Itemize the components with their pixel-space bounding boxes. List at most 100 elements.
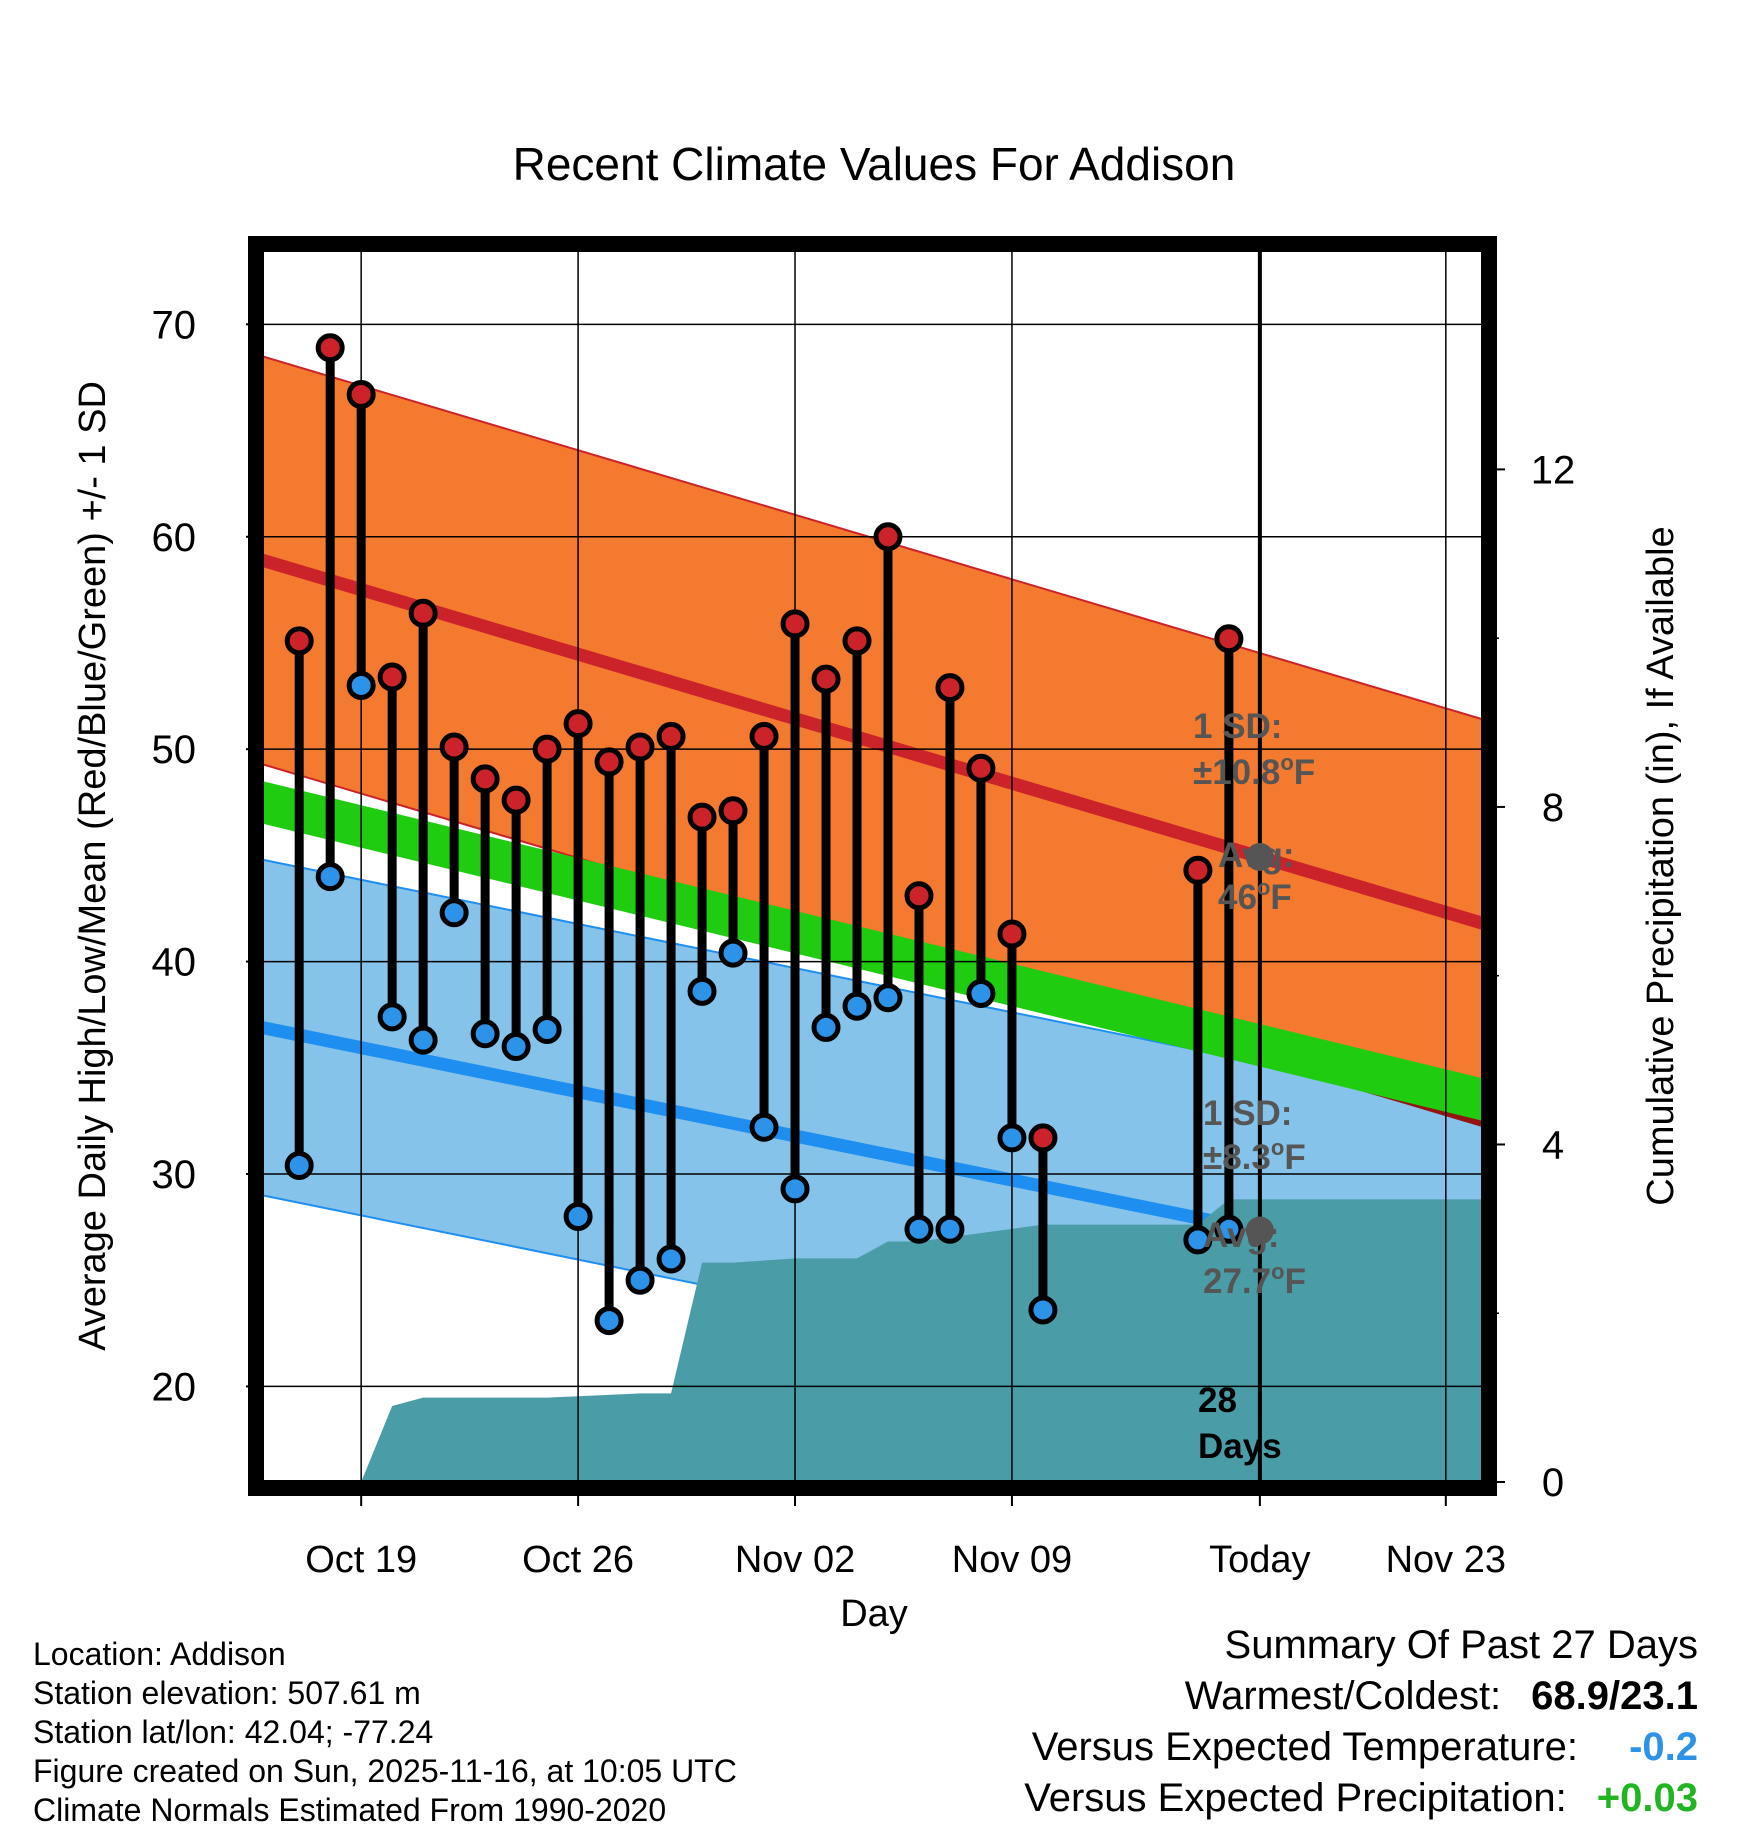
high-sd-value: ±10.8oF: [1193, 750, 1315, 792]
daily-high-point: [1183, 855, 1213, 885]
y2-tick-label: 0: [1542, 1461, 1564, 1505]
summary-precip-row: Versus Expected Precipitation: +0.03: [1024, 1773, 1698, 1824]
daily-high-point: [315, 333, 345, 363]
y2-tick-label: 12: [1531, 448, 1576, 492]
daily-low-point: [625, 1265, 655, 1295]
temp-value: -0.2: [1629, 1725, 1698, 1769]
axes: 20 30 40 50 60 70 0 4 8 12 Oct 19 Oct 26 Nov 02 Nov 0…: [152, 303, 1576, 1581]
daily-points: [284, 333, 1244, 1336]
daily-low-point: [563, 1201, 593, 1231]
precip-value: +0.03: [1596, 1776, 1698, 1820]
daily-high-point: [439, 732, 469, 762]
x-tick-label: Nov 09: [952, 1539, 1072, 1581]
daily-low-point: [656, 1244, 686, 1274]
y-axis-label: Average Daily High/Low/Mean (Red/Blue/Gr…: [72, 381, 114, 1351]
y-tick-label: 70: [152, 303, 197, 347]
x-tick-label: Today: [1209, 1539, 1310, 1581]
daily-high-point: [842, 626, 872, 656]
daily-high-point: [1028, 1123, 1058, 1153]
daily-high-point: [594, 747, 624, 777]
daily-high-point: [904, 881, 934, 911]
created-text: Figure created on Sun, 2025-11-16, at 10…: [33, 1753, 737, 1789]
daily-high-point: [377, 662, 407, 692]
low-sd-number: 8.3: [1222, 1138, 1271, 1177]
daily-high-point: [284, 626, 314, 656]
daily-low-point: [1183, 1225, 1213, 1255]
annotations: 1 SD: ±10.8oF Avg: 46oF 1 SD: ±8.3oF Avg…: [1193, 707, 1315, 1466]
high-avg-label: Avg:: [1218, 836, 1294, 875]
cumulative-precip-area: [262, 1199, 1483, 1482]
y2-axis-label: Cumulative Precipitation (in), If Availa…: [1640, 526, 1682, 1205]
elevation-text: Station elevation: 507.61 m: [33, 1675, 421, 1711]
warm-cold-label: Warmest/Coldest:: [1184, 1674, 1502, 1718]
daily-high-point: [563, 709, 593, 739]
daily-high-point: [470, 764, 500, 794]
days-count: 28: [1198, 1381, 1237, 1420]
daily-high-point: [966, 753, 996, 783]
daily-low-point: [501, 1032, 531, 1062]
daily-low-point: [966, 978, 996, 1008]
high-avg-number: 46: [1218, 878, 1257, 917]
temp-label: Versus Expected Temperature:: [1031, 1725, 1578, 1769]
x-tick-label: Nov 23: [1386, 1539, 1506, 1581]
y2-tick-label: 4: [1542, 1123, 1564, 1167]
daily-high-point: [811, 664, 841, 694]
chart-title: Recent Climate Values For Addison: [513, 138, 1236, 190]
daily-low-point: [532, 1015, 562, 1045]
days-word: Days: [1198, 1427, 1282, 1466]
daily-low-point: [780, 1174, 810, 1204]
daily-high-point: [935, 673, 965, 703]
daily-low-point: [315, 862, 345, 892]
daily-low-point: [439, 898, 469, 928]
daily-low-point: [1214, 1214, 1244, 1244]
daily-high-point: [997, 919, 1027, 949]
daily-high-point: [687, 802, 717, 832]
daily-high-point: [501, 785, 531, 815]
x-tick-label: Oct 26: [522, 1539, 634, 1581]
y-tick-label: 60: [152, 516, 197, 560]
daily-low-point: [377, 1002, 407, 1032]
low-sd-value: ±8.3oF: [1203, 1135, 1306, 1177]
x-tick-label: Nov 02: [735, 1539, 855, 1581]
high-sd-label: 1 SD:: [1193, 707, 1282, 746]
low-avg-value: 27.7oF: [1203, 1259, 1306, 1301]
high-avg-value: 46oF: [1218, 875, 1292, 917]
daily-low-point: [873, 983, 903, 1013]
low-sd-label: 1 SD:: [1203, 1094, 1292, 1133]
daily-low-point: [904, 1214, 934, 1244]
summary-panel: Summary Of Past 27 Days Warmest/Coldest:…: [1024, 1620, 1698, 1824]
x-tick-label: Oct 19: [305, 1539, 417, 1581]
daily-low-point: [749, 1112, 779, 1142]
daily-low-point: [997, 1123, 1027, 1153]
daily-high-point: [346, 379, 376, 409]
daily-low-point: [935, 1214, 965, 1244]
low-avg-label: Avg:: [1203, 1216, 1279, 1255]
daily-high-point: [780, 609, 810, 639]
daily-high-point: [408, 598, 438, 628]
daily-high-point: [625, 732, 655, 762]
location-text: Location: Addison: [33, 1636, 286, 1672]
latlon-text: Station lat/lon: 42.04; -77.24: [33, 1714, 434, 1750]
grid-lines: [262, 250, 1483, 1482]
daily-range-bars: [294, 347, 1234, 1321]
daily-high-point: [656, 721, 686, 751]
daily-high-point: [749, 721, 779, 751]
daily-low-point: [842, 991, 872, 1021]
summary-temp-row: Versus Expected Temperature: -0.2: [1024, 1722, 1698, 1773]
daily-low-point: [408, 1025, 438, 1055]
daily-high-point: [718, 796, 748, 826]
daily-low-point: [284, 1151, 314, 1181]
precipitation-layer: [262, 1199, 1483, 1482]
y-tick-label: 40: [152, 941, 197, 985]
daily-high-point: [532, 734, 562, 764]
y2-tick-label: 8: [1542, 786, 1564, 830]
y-tick-label: 30: [152, 1153, 197, 1197]
daily-low-point: [346, 670, 376, 700]
low-avg-today-marker: [1245, 1216, 1274, 1245]
station-info: Location: Addison Station elevation: 507…: [33, 1635, 737, 1830]
plot-frame: [248, 236, 1497, 1496]
daily-low-point: [1028, 1295, 1058, 1325]
normals-text: Climate Normals Estimated From 1990-2020: [33, 1792, 667, 1828]
x-axis-label: Day: [840, 1593, 908, 1635]
